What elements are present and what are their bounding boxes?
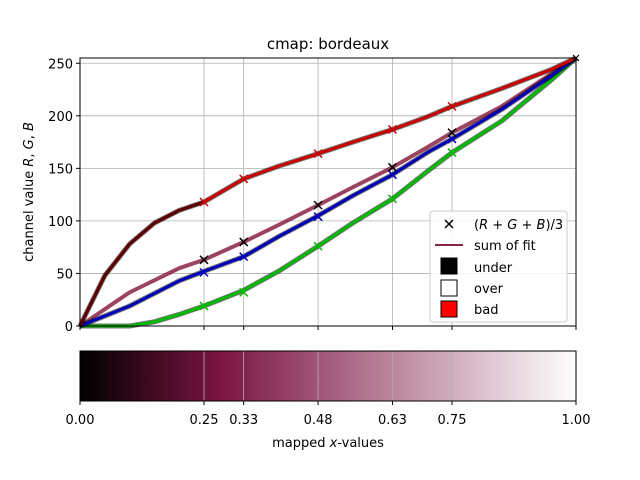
marker-stroke bbox=[447, 148, 457, 158]
marker-stroke bbox=[239, 237, 249, 247]
legend: (R + G + B)/3 sum of fit under over bad bbox=[429, 210, 568, 323]
series-red-channel-dark-segment bbox=[78, 200, 205, 327]
x-axis-label: mapped x-values bbox=[272, 436, 384, 451]
marker-stroke bbox=[199, 197, 209, 207]
marker-r bbox=[447, 101, 457, 111]
marker-g bbox=[239, 287, 249, 297]
y-tick-label: 100 bbox=[48, 215, 73, 230]
marker-stroke bbox=[387, 162, 398, 172]
marker-stroke bbox=[313, 149, 323, 159]
y-tick-label: 250 bbox=[48, 57, 73, 72]
legend-label-bad: bad bbox=[474, 303, 498, 318]
marker-r bbox=[199, 197, 209, 207]
series-sum-of-fit bbox=[78, 56, 578, 328]
legend-bad-swatch bbox=[440, 300, 458, 318]
y-axis-label: channel value R, G, B bbox=[22, 122, 37, 262]
marker-mean bbox=[239, 237, 249, 247]
x-tick-label: 0.33 bbox=[229, 413, 258, 428]
marker-stroke bbox=[239, 287, 249, 297]
x-tick-label: 0.75 bbox=[438, 413, 467, 428]
marker-b bbox=[313, 212, 323, 222]
marker-mean bbox=[199, 255, 209, 265]
marker-g bbox=[313, 241, 323, 251]
marker-r bbox=[387, 124, 398, 134]
legend-label-over: over bbox=[474, 282, 504, 297]
x-tick-label: 0.25 bbox=[190, 413, 219, 428]
colorbar-frame bbox=[79, 350, 577, 402]
marker-stroke bbox=[313, 200, 323, 210]
marker-b bbox=[199, 267, 209, 277]
marker-g bbox=[387, 194, 398, 204]
marker-stroke bbox=[199, 301, 209, 311]
legend-mean-marker bbox=[444, 219, 454, 229]
marker-mean bbox=[387, 162, 398, 172]
y-tick-label: 0 bbox=[65, 320, 73, 335]
marker-g bbox=[447, 148, 457, 158]
marker-b bbox=[239, 252, 249, 262]
legend-under-swatch bbox=[440, 257, 458, 275]
marker-stroke bbox=[447, 128, 457, 138]
main-plot-frame bbox=[79, 57, 577, 327]
main-x-ticks bbox=[79, 326, 577, 330]
marker-r bbox=[239, 174, 249, 184]
y-tick-label: 50 bbox=[56, 267, 73, 282]
x-tick-label: 0.48 bbox=[304, 413, 333, 428]
legend-label-under: under bbox=[474, 261, 513, 276]
marker-stroke bbox=[199, 255, 209, 265]
y-tick-label: 200 bbox=[48, 110, 73, 125]
x-tick-label: 1.00 bbox=[562, 413, 591, 428]
marker-g bbox=[199, 301, 209, 311]
marker-stroke bbox=[313, 212, 323, 222]
marker-b bbox=[387, 170, 398, 180]
colorbar bbox=[80, 351, 576, 401]
colorbar-grid bbox=[203, 351, 453, 401]
colorbar-x-ticks: 0.00 0.25 0.33 0.48 0.63 0.75 1.00 bbox=[66, 401, 591, 428]
marker-mean bbox=[447, 128, 457, 138]
marker-mean bbox=[313, 200, 323, 210]
marker-stroke bbox=[313, 241, 323, 251]
chart-title: cmap: bordeaux bbox=[267, 35, 389, 53]
legend-over-swatch bbox=[440, 279, 458, 297]
marker-stroke bbox=[239, 174, 249, 184]
main-markers bbox=[199, 54, 580, 311]
marker-stroke bbox=[239, 252, 249, 262]
legend-label-mean: (R + G + B)/3 bbox=[474, 218, 563, 233]
marker-stroke bbox=[387, 170, 398, 180]
marker-stroke bbox=[199, 267, 209, 277]
legend-label-sum-of-fit: sum of fit bbox=[474, 239, 536, 254]
legend-frame bbox=[429, 210, 568, 323]
x-tick-label: 0.00 bbox=[66, 413, 95, 428]
marker-stroke bbox=[387, 124, 398, 134]
marker-r bbox=[313, 149, 323, 159]
marker-stroke bbox=[447, 101, 457, 111]
marker-stroke bbox=[387, 194, 398, 204]
series-blue-channel bbox=[79, 56, 577, 328]
y-tick-label: 150 bbox=[48, 162, 73, 177]
x-tick-label: 0.63 bbox=[378, 413, 407, 428]
y-ticks: 0 50 100 150 200 250 bbox=[48, 57, 80, 335]
